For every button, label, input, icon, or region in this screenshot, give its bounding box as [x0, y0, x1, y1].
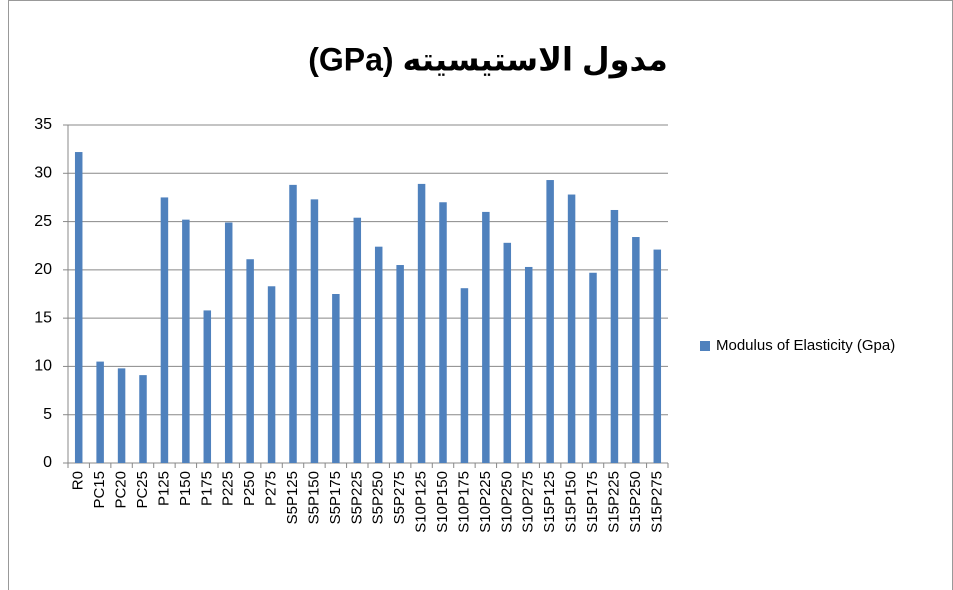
x-tick-label: PC20 [113, 471, 130, 509]
x-tick-label: S5P225 [348, 471, 365, 524]
bar [182, 219, 190, 463]
bar [503, 242, 512, 463]
bar [482, 211, 490, 463]
x-tick-label: S15P275 [648, 471, 665, 533]
bar [524, 266, 533, 463]
bar [396, 265, 404, 463]
bar [567, 194, 576, 463]
legend-swatch [700, 341, 710, 351]
bar [632, 237, 640, 463]
bar [203, 310, 212, 463]
x-tick-label: S5P175 [327, 471, 344, 524]
x-tick-label: S15P175 [584, 471, 601, 533]
y-tick-label: 30 [34, 165, 52, 182]
bar [353, 217, 362, 463]
bar [460, 288, 469, 463]
x-tick-label: P125 [155, 471, 172, 506]
bar [653, 249, 662, 463]
x-tick-label: R0 [70, 471, 87, 490]
bar [139, 375, 147, 463]
x-tick-label: S15P150 [563, 471, 580, 533]
legend-label: Modulus of Elasticity (Gpa) [716, 337, 895, 354]
bar [74, 152, 83, 464]
bar [610, 209, 619, 463]
bar [117, 368, 126, 463]
y-tick-label: 35 [34, 116, 52, 133]
x-tick-label: S15P225 [605, 471, 622, 533]
y-tick-label: 25 [34, 213, 52, 230]
x-tick-label: P225 [220, 471, 237, 506]
x-tick-label: P150 [177, 471, 194, 506]
bar [96, 361, 104, 463]
x-tick-label: S15P250 [627, 471, 644, 533]
bar [374, 246, 383, 463]
x-tick-label: S10P125 [413, 471, 430, 533]
x-tick-label: P250 [241, 471, 258, 506]
bar [267, 286, 276, 463]
x-tick-label: S15P125 [541, 471, 558, 533]
bar [289, 184, 297, 464]
x-tick-label: S10P150 [434, 471, 451, 533]
x-tick-label: S10P275 [520, 471, 537, 533]
bar [546, 180, 554, 463]
bar [439, 202, 447, 463]
y-tick-label: 10 [34, 358, 52, 375]
y-tick-label: 0 [43, 454, 52, 471]
y-tick-label: 15 [34, 309, 52, 326]
chart-title: مدول الاستيسيته (GPa) [308, 41, 668, 78]
x-tick-label: S10P250 [498, 471, 515, 533]
bar [332, 294, 340, 463]
x-tick-label: S5P125 [284, 471, 301, 524]
x-tick-label: S5P250 [370, 471, 387, 524]
bar [310, 199, 319, 464]
bar [224, 222, 233, 463]
x-tick-label: P275 [263, 471, 280, 506]
bar [160, 197, 169, 463]
bar [246, 259, 254, 463]
x-tick-label: PC25 [134, 471, 151, 509]
bar [589, 272, 597, 463]
x-tick-label: P175 [198, 471, 215, 506]
x-tick-label: S5P275 [391, 471, 408, 524]
x-tick-label: S10P225 [477, 471, 494, 533]
y-tick-label: 5 [43, 406, 52, 423]
y-tick-label: 20 [34, 261, 52, 278]
x-tick-label: S10P175 [455, 471, 472, 533]
bar [417, 183, 426, 463]
x-tick-label: S5P150 [305, 471, 322, 524]
x-tick-label: PC15 [91, 471, 108, 509]
